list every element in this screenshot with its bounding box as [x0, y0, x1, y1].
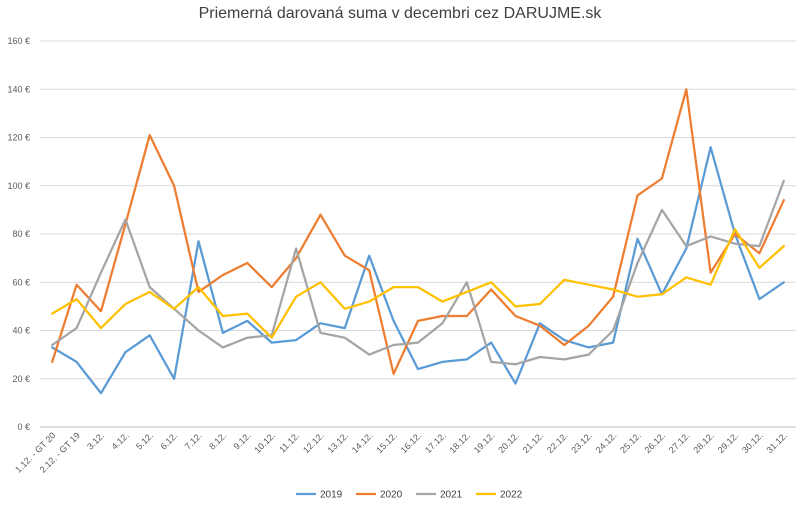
chart-title: Priemerná darovaná suma v decembri cez D… [198, 5, 602, 22]
legend-label: 2021 [440, 490, 463, 501]
x-tick-label: 30.12. [740, 430, 765, 455]
y-tick-label: 20 € [12, 374, 30, 384]
series-line-2022 [51, 228, 785, 339]
x-tick-label: 13.12. [325, 430, 350, 455]
x-tick-label: 5.12. [134, 430, 155, 451]
x-tick-label: 7.12. [183, 430, 204, 451]
x-tick-label: 19.12. [472, 430, 497, 455]
x-tick-label: 29.12. [716, 430, 741, 455]
x-tick-label: 4.12. [110, 430, 131, 451]
y-tick-label: 100 € [7, 181, 30, 191]
x-tick-label: 8.12. [207, 430, 228, 451]
legend-label: 2022 [500, 490, 523, 501]
x-tick-label: 27.12. [667, 430, 692, 455]
x-tick-label: 16.12. [399, 430, 424, 455]
x-tick-label: 18.12. [447, 430, 472, 455]
y-tick-label: 80 € [12, 229, 30, 239]
x-tick-label: 11.12. [277, 430, 301, 454]
legend-label: 2020 [380, 490, 403, 501]
x-tick-label: 14.12. [350, 430, 375, 455]
series-line-2019 [51, 146, 785, 395]
y-tick-label: 140 € [7, 84, 30, 94]
x-tick-label: 31.12. [764, 430, 789, 455]
x-tick-label: 23.12. [569, 430, 594, 455]
x-tick-label: 3.12. [85, 430, 106, 451]
y-tick-label: 0 € [17, 422, 30, 432]
legend-label: 2019 [320, 490, 343, 501]
x-tick-label: 6.12. [158, 430, 179, 451]
x-tick-label: 28.12. [691, 430, 716, 455]
x-tick-label: 15.12. [374, 430, 399, 455]
series-line-2020 [51, 88, 785, 376]
x-tick-label: 24.12. [594, 430, 619, 455]
x-tick-label: 9.12. [231, 430, 252, 451]
x-tick-label: 17.12. [423, 430, 448, 455]
y-tick-label: 40 € [12, 326, 30, 336]
x-tick-label: 22.12. [545, 430, 570, 455]
y-tick-label: 60 € [12, 277, 30, 287]
y-tick-label: 120 € [7, 133, 30, 143]
x-tick-label: 25.12. [618, 430, 643, 455]
x-tick-label: 26.12. [643, 430, 668, 455]
x-tick-label: 21.12. [521, 430, 546, 455]
x-tick-label: 10.12. [252, 430, 277, 455]
x-tick-label: 20.12. [496, 430, 521, 455]
x-tick-label: 12.12. [301, 430, 326, 455]
y-tick-label: 160 € [7, 36, 30, 46]
